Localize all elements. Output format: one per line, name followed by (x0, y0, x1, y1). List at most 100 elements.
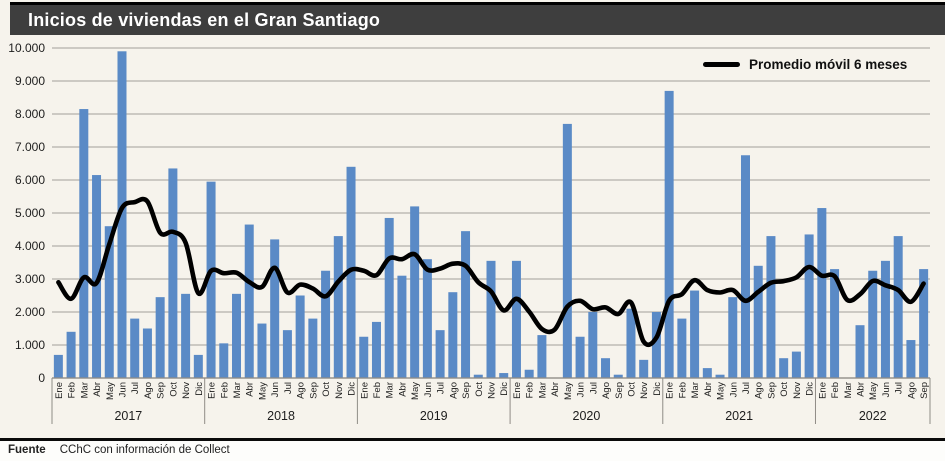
month-label: Ago (906, 382, 917, 399)
month-label: Nov (181, 382, 192, 399)
bar (575, 336, 585, 378)
source-text: CChC con información de Collect (59, 444, 230, 456)
month-label: Dic (652, 382, 663, 396)
bar (473, 374, 483, 378)
bar (601, 358, 611, 378)
y-tick-label: 2.000 (15, 305, 45, 319)
month-label: Nov (792, 382, 803, 399)
year-separators (51, 378, 931, 424)
y-tick-label: 6.000 (15, 173, 45, 187)
bar (359, 336, 369, 378)
bar (677, 318, 687, 378)
bar (664, 90, 674, 379)
year-label: 2020 (573, 409, 601, 423)
month-label: Ago (448, 382, 459, 399)
month-label: May (257, 382, 268, 400)
bar (690, 290, 700, 378)
month-label: Jun (576, 382, 587, 397)
y-tick-label: 7.000 (15, 140, 45, 154)
bar (79, 109, 89, 379)
bars-series (53, 51, 929, 379)
bar (817, 208, 827, 378)
month-label: Abr (92, 382, 103, 397)
chart-legend: Promedio móvil 6 meses (703, 57, 907, 72)
month-label: May (716, 382, 727, 400)
bar (295, 295, 305, 378)
bar (868, 270, 878, 378)
bar (766, 236, 776, 378)
month-label: Mar (385, 382, 396, 398)
y-tick-label: 10.000 (8, 41, 45, 55)
month-label: May (410, 382, 421, 400)
month-label: Abr (703, 382, 714, 397)
bar (321, 270, 331, 378)
x-axis-month-labels: Ene Feb Mar Abr May Jun Jul Ago Sep Oct Nov Dic Ene F… (54, 382, 930, 400)
month-label: Jun (423, 382, 434, 397)
month-label: Jul (588, 382, 599, 394)
month-label: Abr (397, 382, 408, 397)
chart-title-bar: Inicios de viviendas en el Gran Santiago (10, 2, 945, 35)
bar (613, 374, 623, 378)
moving-average-line (56, 196, 926, 348)
bar (702, 368, 712, 378)
source-footer: Fuente CChC con información de Collect (0, 438, 945, 461)
month-label: Ago (143, 382, 154, 399)
bar (753, 265, 763, 378)
bar (639, 359, 649, 378)
month-label: Sep (308, 382, 319, 399)
month-label: Abr (245, 382, 256, 397)
month-label: Mar (537, 382, 548, 398)
bar (422, 259, 432, 378)
month-label: Dic (499, 382, 510, 396)
bar (270, 239, 280, 378)
bar (155, 297, 165, 378)
bar (371, 321, 381, 378)
bar (830, 269, 840, 378)
bar (740, 155, 750, 378)
bar (117, 51, 127, 379)
month-label: Abr (856, 382, 867, 397)
legend-label: Promedio móvil 6 meses (749, 57, 908, 72)
bar (308, 318, 318, 378)
chart-area: 10.000 9.000 8.000 7.000 6.000 5.000 4.000 3.00… (0, 36, 945, 438)
y-axis-labels: 10.000 9.000 8.000 7.000 6.000 5.000 4.000 3.00… (8, 41, 45, 385)
y-tick-label: 1.000 (15, 338, 45, 352)
month-label: Feb (372, 382, 383, 398)
bar (397, 275, 407, 378)
month-label: Jul (130, 382, 141, 394)
x-axis-year-labels: 2017 2018 2019 2020 2021 2022 (114, 409, 886, 423)
month-label: Jun (117, 382, 128, 397)
month-label: Dic (805, 382, 816, 396)
bar (448, 292, 458, 378)
bar (66, 331, 76, 378)
month-label: Ago (754, 382, 765, 399)
bar (130, 318, 140, 378)
month-label: Nov (639, 382, 650, 399)
bar (906, 340, 916, 378)
bar (142, 328, 152, 378)
month-label: Jul (436, 382, 447, 394)
month-label: Sep (614, 382, 625, 399)
bar (193, 354, 203, 378)
bar (244, 224, 254, 378)
bar (715, 374, 725, 378)
bar (232, 293, 242, 378)
month-label: Jul (894, 382, 905, 394)
month-label: Mar (79, 382, 90, 398)
month-label: Sep (461, 382, 472, 399)
month-label: Oct (474, 382, 485, 397)
month-label: Feb (67, 382, 78, 398)
bar (282, 330, 292, 378)
month-label: Ene (207, 382, 218, 399)
month-label: Ene (665, 382, 676, 399)
page-title: Inicios de viviendas en el Gran Santiago (28, 9, 381, 30)
month-label: Mar (843, 382, 854, 398)
bar (880, 260, 890, 378)
month-label: May (563, 382, 574, 400)
bar (206, 181, 216, 378)
year-label: 2022 (859, 409, 887, 423)
bar (219, 343, 229, 378)
moving-average-line-swatch (703, 62, 740, 67)
month-label: Dic (347, 382, 358, 396)
bar (626, 308, 636, 378)
